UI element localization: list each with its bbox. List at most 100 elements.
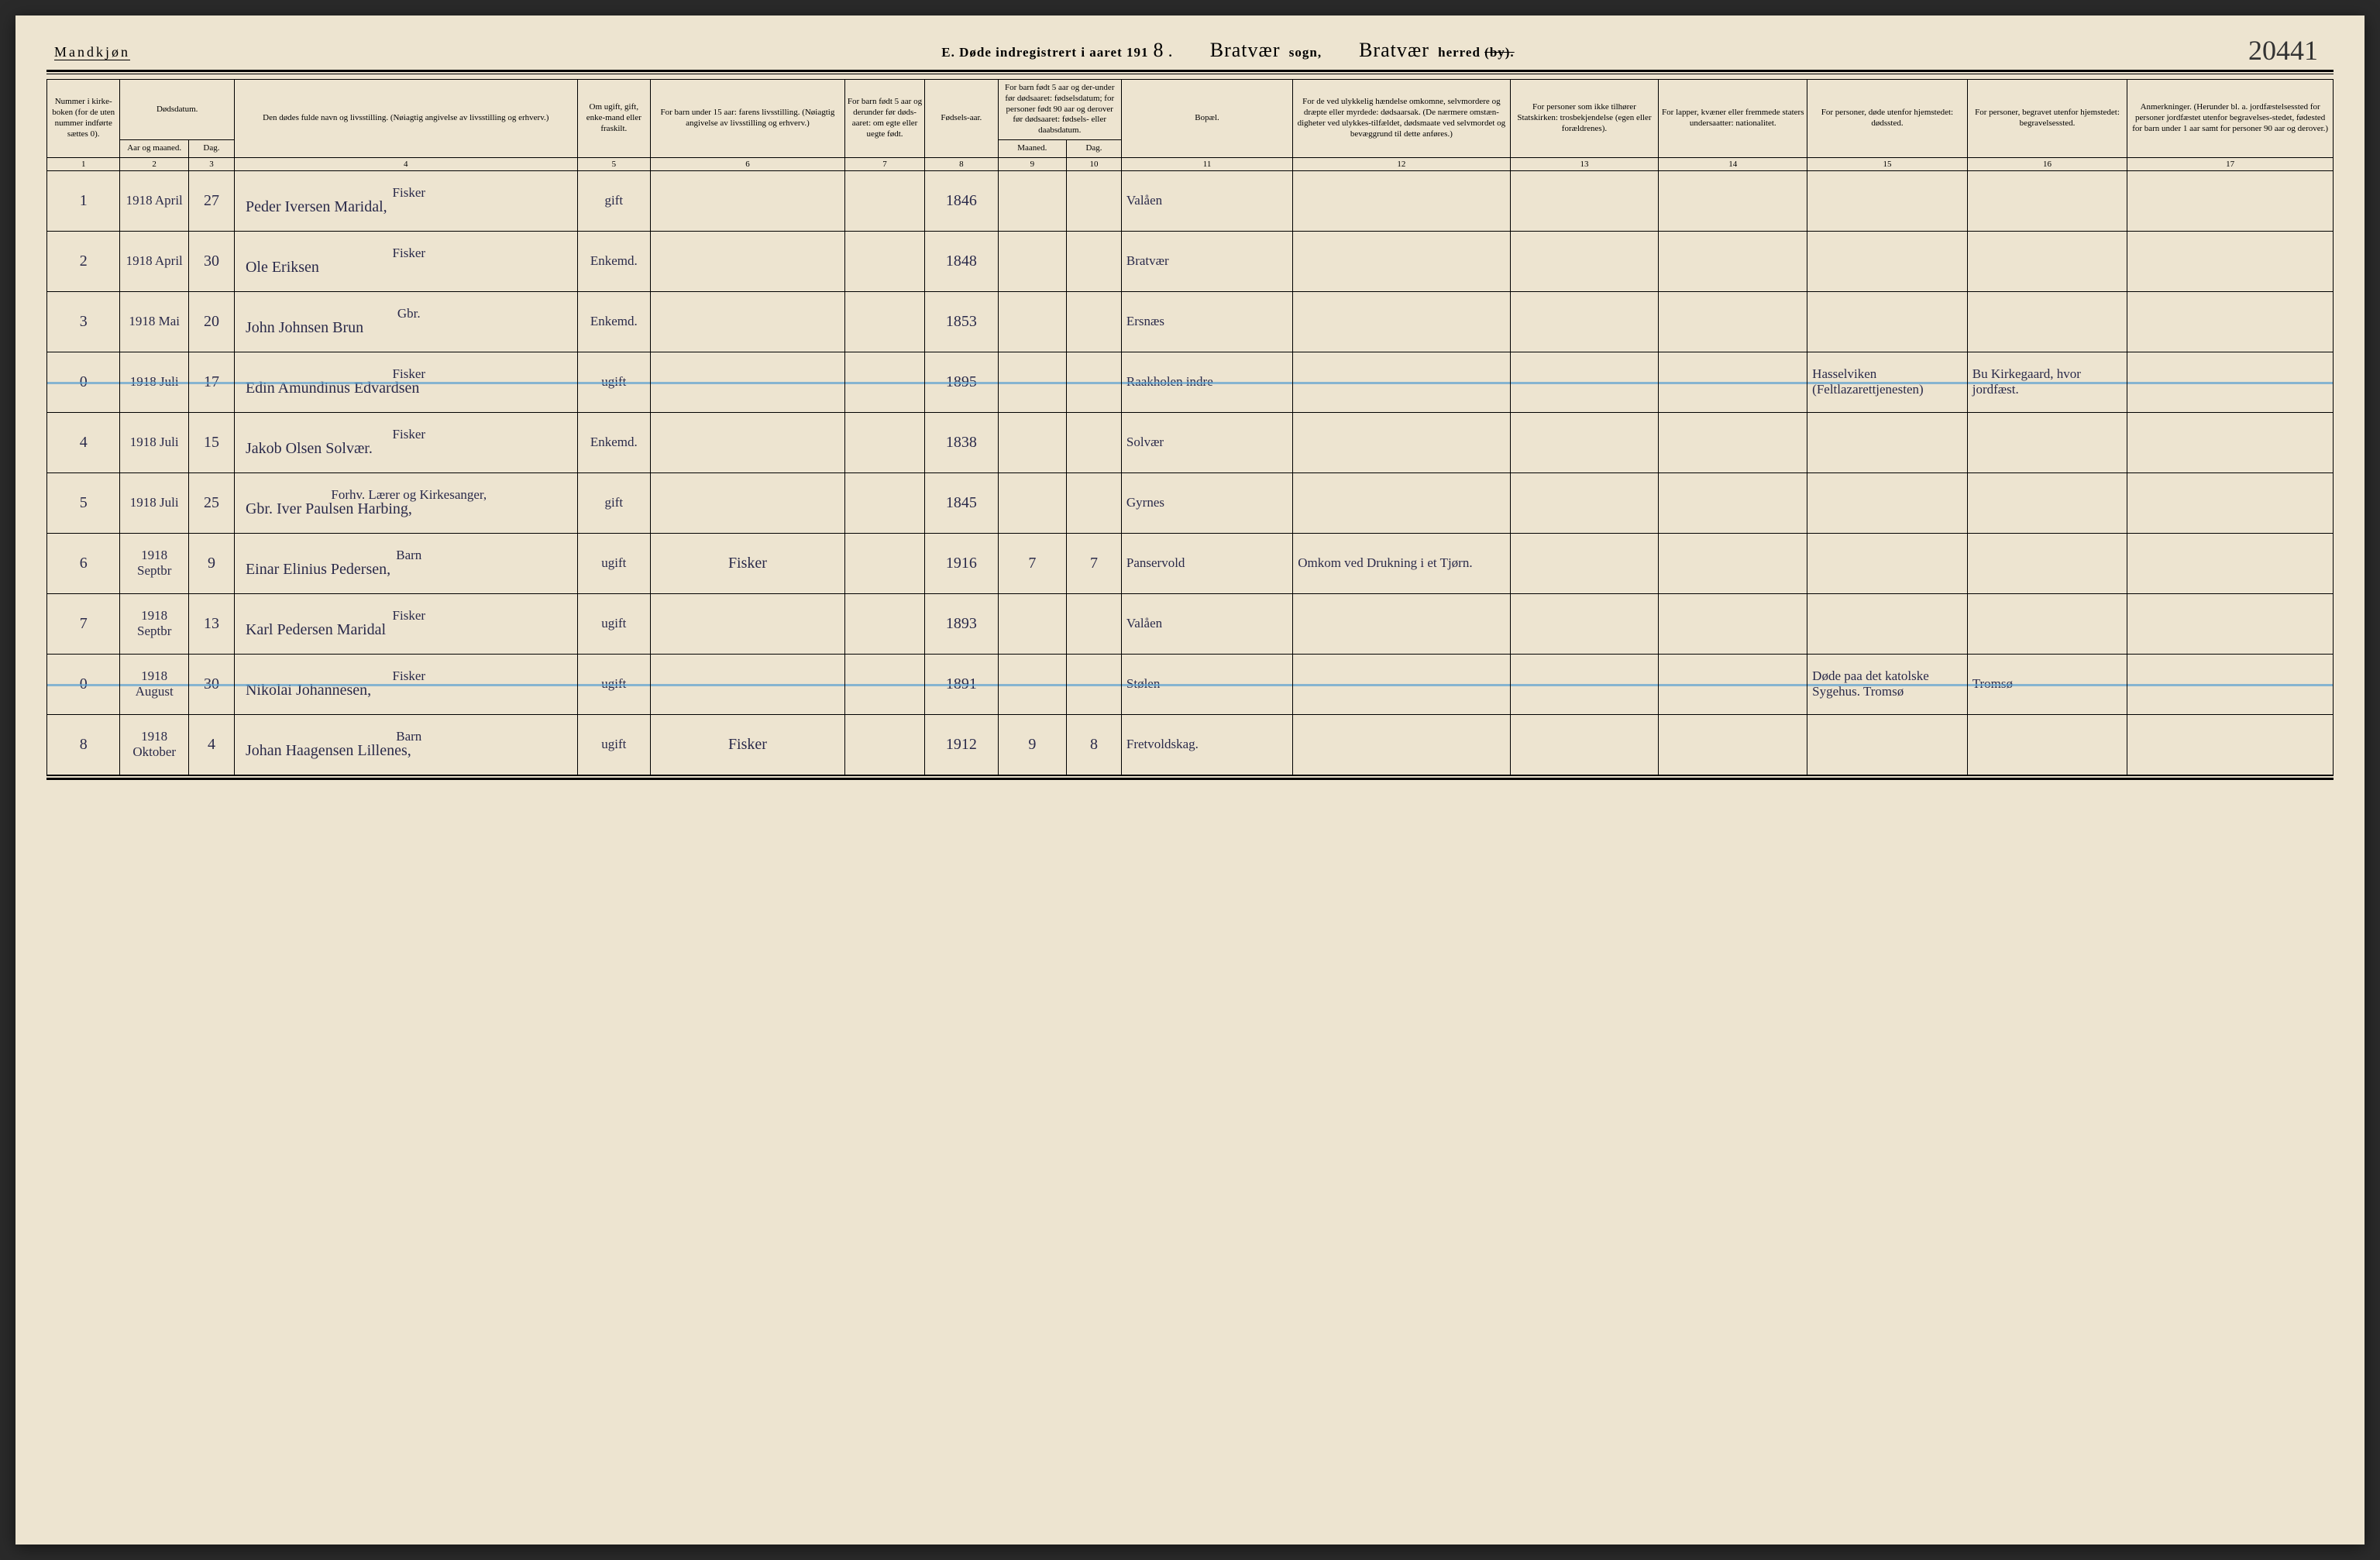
- cell: Valåen: [1121, 593, 1292, 654]
- col-header-12: For de ved ulykkelig hændelse omkomne, s…: [1293, 80, 1510, 158]
- year-suffix: 8: [1154, 39, 1164, 61]
- cell: 1918 April: [120, 170, 189, 231]
- table-row: 21918 April30FiskerOle EriksenEnkemd.184…: [47, 231, 2334, 291]
- cell: Bratvær: [1121, 231, 1292, 291]
- cell: [1293, 714, 1510, 775]
- table-row: 81918 Oktober4BarnJohan Haagensen Lillen…: [47, 714, 2334, 775]
- cell: BarnEinar Elinius Pedersen,: [234, 533, 577, 593]
- cell: [2127, 352, 2334, 412]
- cell: [1067, 291, 1122, 352]
- cell: 1853: [925, 291, 998, 352]
- cell: [1510, 170, 1659, 231]
- cell: [998, 231, 1067, 291]
- col-header-15: For personer, døde utenfor hjemstedet: d…: [1807, 80, 1968, 158]
- cell: [1067, 412, 1122, 472]
- col-header-8: Fødsels-aar.: [925, 80, 998, 158]
- cell: [844, 412, 924, 472]
- cell: 0: [47, 654, 120, 714]
- cell: 1918 Oktober: [120, 714, 189, 775]
- cell: [2127, 654, 2334, 714]
- cell: [1967, 714, 2127, 775]
- table-row: 61918 Septbr9BarnEinar Elinius Pedersen,…: [47, 533, 2334, 593]
- cell: [1659, 352, 1807, 412]
- table-row: 41918 Juli15FiskerJakob Olsen Solvær.Enk…: [47, 412, 2334, 472]
- cell: 1918 April: [120, 231, 189, 291]
- cell: 30: [188, 654, 234, 714]
- cell: [1659, 654, 1807, 714]
- cell: [1807, 291, 1968, 352]
- cell: [998, 170, 1067, 231]
- cell: [1510, 352, 1659, 412]
- cell: [2127, 714, 2334, 775]
- cell: [844, 291, 924, 352]
- cell: FiskerJakob Olsen Solvær.: [234, 412, 577, 472]
- cell: [1807, 231, 1968, 291]
- cell: 13: [188, 593, 234, 654]
- cell: [844, 231, 924, 291]
- cell: [1807, 472, 1968, 533]
- colnum: 14: [1659, 157, 1807, 170]
- cell: 1895: [925, 352, 998, 412]
- page-number: 20441: [2248, 34, 2318, 67]
- cell: FiskerPeder Iversen Maridal,: [234, 170, 577, 231]
- cell: [1510, 533, 1659, 593]
- cell: Fisker: [651, 714, 845, 775]
- cell: FiskerNikolai Johannesen,: [234, 654, 577, 714]
- cell: [1967, 412, 2127, 472]
- cell: Panservold: [1121, 533, 1292, 593]
- cell: [1510, 654, 1659, 714]
- col-header-7: For barn født 5 aar og derunder før døds…: [844, 80, 924, 158]
- cell: [1807, 593, 1968, 654]
- cell: 1: [47, 170, 120, 231]
- cell: 4: [47, 412, 120, 472]
- gender-heading: Mandkjøn: [54, 44, 130, 60]
- cell: [651, 593, 845, 654]
- colnum: 17: [2127, 157, 2334, 170]
- col-header-9-sub1: Maaned.: [998, 139, 1067, 157]
- cell: [998, 291, 1067, 352]
- cell: Tromsø: [1967, 654, 2127, 714]
- title-prefix: E. Døde indregistrert i aaret 191: [941, 45, 1148, 60]
- cell: Gyrnes: [1121, 472, 1292, 533]
- cell: [651, 170, 845, 231]
- cell: Omkom ved Drukning i et Tjørn.: [1293, 533, 1510, 593]
- cell: Enkemd.: [577, 412, 650, 472]
- col-header-11: Bopæl.: [1121, 80, 1292, 158]
- cell: [651, 412, 845, 472]
- cell: 9: [998, 714, 1067, 775]
- cell: Valåen: [1121, 170, 1292, 231]
- cell: Forhv. Lærer og Kirkesanger,Gbr. Iver Pa…: [234, 472, 577, 533]
- cell: [1967, 291, 2127, 352]
- col-header-9-sub2: Dag.: [1067, 139, 1122, 157]
- herred-label: herred: [1438, 45, 1481, 60]
- table-row: 51918 Juli25Forhv. Lærer og Kirkesanger,…: [47, 472, 2334, 533]
- cell: gift: [577, 472, 650, 533]
- cell: ugift: [577, 714, 650, 775]
- cell: 1916: [925, 533, 998, 593]
- cell: 8: [1067, 714, 1122, 775]
- cell: 1891: [925, 654, 998, 714]
- col-header-2-sub1: Aar og maaned.: [120, 139, 189, 157]
- cell: [1067, 352, 1122, 412]
- cell: 3: [47, 291, 120, 352]
- cell: Bu Kirkegaard, hvor jordfæst.: [1967, 352, 2127, 412]
- cell: [651, 291, 845, 352]
- cell: [1967, 472, 2127, 533]
- cell: 9: [188, 533, 234, 593]
- colnum: 4: [234, 157, 577, 170]
- cell: Ersnæs: [1121, 291, 1292, 352]
- colnum: 7: [844, 157, 924, 170]
- cell: [1807, 533, 1968, 593]
- cell: 1918 Juli: [120, 472, 189, 533]
- cell: [1510, 412, 1659, 472]
- ledger-page: 20441 Mandkjøn E. Døde indregistrert i a…: [15, 15, 2365, 1545]
- cell: [1067, 231, 1122, 291]
- page-title: E. Døde indregistrert i aaret 1918. Brat…: [130, 39, 2326, 62]
- colnum: 15: [1807, 157, 1968, 170]
- cell: [1510, 593, 1659, 654]
- table-row: 31918 Mai20Gbr.John Johnsen BrunEnkemd.1…: [47, 291, 2334, 352]
- colnum: 6: [651, 157, 845, 170]
- cell: 15: [188, 412, 234, 472]
- cell: Hasselviken (Feltlazarettjenesten): [1807, 352, 1968, 412]
- table-body: 11918 April27FiskerPeder Iversen Maridal…: [47, 170, 2334, 775]
